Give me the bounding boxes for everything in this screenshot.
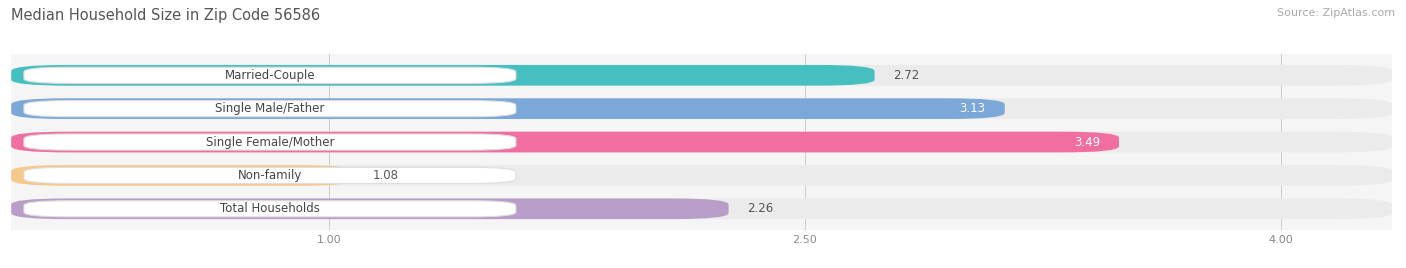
FancyBboxPatch shape xyxy=(11,98,1005,119)
Text: 3.13: 3.13 xyxy=(960,102,986,115)
FancyBboxPatch shape xyxy=(11,198,728,219)
Text: Married-Couple: Married-Couple xyxy=(225,69,315,82)
Text: 2.72: 2.72 xyxy=(894,69,920,82)
FancyBboxPatch shape xyxy=(24,201,516,217)
FancyBboxPatch shape xyxy=(11,165,354,186)
Text: 2.26: 2.26 xyxy=(748,202,773,215)
FancyBboxPatch shape xyxy=(11,165,1392,186)
FancyBboxPatch shape xyxy=(24,100,516,117)
FancyBboxPatch shape xyxy=(11,98,1392,119)
Text: Median Household Size in Zip Code 56586: Median Household Size in Zip Code 56586 xyxy=(11,8,321,23)
FancyBboxPatch shape xyxy=(24,134,516,150)
FancyBboxPatch shape xyxy=(11,198,1392,219)
FancyBboxPatch shape xyxy=(24,67,516,83)
Text: Total Households: Total Households xyxy=(219,202,321,215)
FancyBboxPatch shape xyxy=(11,132,1119,152)
Text: 3.49: 3.49 xyxy=(1074,136,1099,148)
Text: Source: ZipAtlas.com: Source: ZipAtlas.com xyxy=(1277,8,1395,18)
FancyBboxPatch shape xyxy=(24,167,516,184)
FancyBboxPatch shape xyxy=(11,65,875,86)
Text: Single Male/Father: Single Male/Father xyxy=(215,102,325,115)
FancyBboxPatch shape xyxy=(11,132,1392,152)
FancyBboxPatch shape xyxy=(11,65,1392,86)
Text: Single Female/Mother: Single Female/Mother xyxy=(205,136,335,148)
Text: 1.08: 1.08 xyxy=(373,169,399,182)
Text: Non-family: Non-family xyxy=(238,169,302,182)
